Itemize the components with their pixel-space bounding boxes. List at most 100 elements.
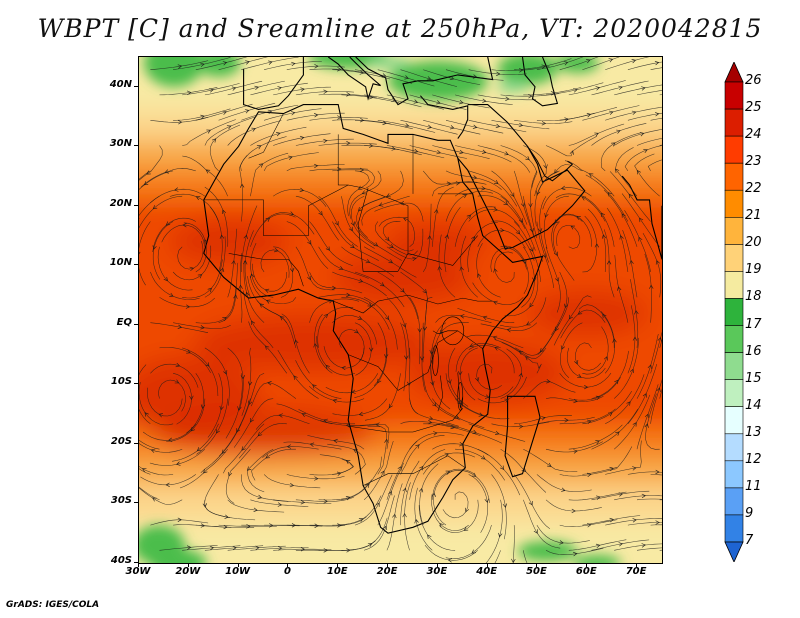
streamline — [227, 499, 285, 513]
streamline — [615, 147, 638, 197]
streamline — [256, 300, 297, 348]
streamline-arrow — [251, 127, 256, 132]
streamline — [445, 69, 504, 81]
streamline — [373, 322, 387, 386]
streamline — [545, 547, 604, 555]
streamline — [295, 195, 339, 241]
streamline — [490, 247, 527, 273]
streamline-arrow — [203, 238, 208, 244]
streamline — [173, 57, 231, 70]
streamline-arrow — [250, 417, 254, 423]
streamline-arrow — [636, 169, 641, 175]
streamline-arrow — [274, 247, 279, 253]
colorbar-tick-label: 19 — [745, 262, 762, 278]
streamline — [273, 189, 327, 207]
streamline — [521, 246, 535, 308]
streamline-arrow — [429, 349, 434, 355]
wbpt-low-patch — [143, 57, 204, 87]
streamline-arrow — [346, 292, 351, 298]
streamline-arrow — [219, 267, 225, 273]
streamline — [281, 313, 310, 374]
lon-tick — [436, 563, 438, 567]
streamline-arrow — [359, 167, 365, 173]
streamline — [444, 207, 461, 273]
streamline-arrow — [200, 62, 205, 67]
streamline — [568, 424, 623, 450]
streamline — [409, 432, 464, 450]
streamline — [309, 298, 360, 323]
streamline-arrow — [656, 387, 661, 392]
streamline — [247, 448, 274, 493]
wbpt-low-patch — [366, 57, 411, 69]
streamline — [485, 499, 503, 563]
streamline — [295, 360, 342, 399]
streamline — [225, 449, 251, 504]
streamline-arrow — [345, 423, 351, 428]
streamline — [250, 82, 308, 96]
streamline — [218, 524, 277, 527]
streamline — [400, 322, 407, 392]
streamline-arrow — [328, 299, 334, 304]
streamline-arrow — [176, 461, 181, 466]
wbpt-low-patch — [150, 549, 207, 563]
streamline-arrow — [502, 503, 508, 508]
streamline — [139, 486, 160, 501]
streamline — [204, 186, 229, 247]
streamline-arrow — [337, 67, 342, 72]
streamline-arrow — [433, 431, 438, 436]
streamline-arrow — [289, 267, 295, 273]
streamline-arrow — [377, 378, 382, 384]
streamline-arrow — [561, 487, 566, 492]
streamline — [603, 229, 615, 298]
streamline — [182, 155, 228, 197]
streamline — [419, 463, 439, 526]
streamline — [600, 132, 641, 172]
colorbar-bottom-arrow — [724, 541, 744, 562]
streamline — [250, 547, 309, 551]
streamline — [634, 153, 660, 197]
streamline-arrow — [207, 287, 212, 293]
streamline — [455, 343, 501, 372]
streamline — [418, 505, 456, 551]
streamline-arrow — [632, 518, 637, 523]
streamline — [386, 228, 424, 260]
streamline-arrow — [216, 429, 220, 434]
streamline-arrow — [547, 462, 552, 467]
streamline — [225, 373, 243, 439]
streamline-arrow — [629, 259, 634, 265]
streamline-arrow — [608, 58, 614, 63]
streamline-arrow — [404, 123, 410, 128]
streamline-arrow — [144, 412, 149, 417]
streamline — [142, 423, 197, 441]
streamline-arrow — [560, 345, 565, 350]
streamline-arrow — [169, 292, 174, 297]
streamline — [579, 194, 615, 247]
streamline — [276, 403, 333, 425]
streamline — [559, 468, 618, 477]
streamline — [195, 103, 253, 121]
streamline — [605, 57, 650, 70]
colorbar-swatch — [724, 460, 744, 489]
streamline — [582, 105, 640, 121]
colorbar-swatch — [724, 352, 744, 381]
streamline-arrow — [359, 70, 365, 75]
streamline — [477, 376, 527, 404]
colorbar-top-arrow — [724, 62, 744, 83]
streamline-arrow — [529, 227, 534, 233]
streamline-arrow — [572, 551, 578, 557]
streamline — [264, 108, 322, 121]
streamline-arrow — [367, 302, 372, 307]
streamline-arrow — [518, 424, 524, 429]
streamline — [286, 221, 329, 269]
streamline-arrow — [519, 218, 523, 223]
streamline-arrow — [257, 431, 263, 437]
streamline-arrow — [657, 337, 662, 342]
streamline — [568, 539, 627, 551]
lon-tick — [536, 563, 538, 567]
streamline — [636, 137, 662, 146]
lon-tick — [287, 563, 289, 567]
streamline — [323, 346, 365, 369]
streamline — [182, 545, 241, 551]
streamline — [332, 495, 382, 526]
streamline — [559, 408, 616, 425]
